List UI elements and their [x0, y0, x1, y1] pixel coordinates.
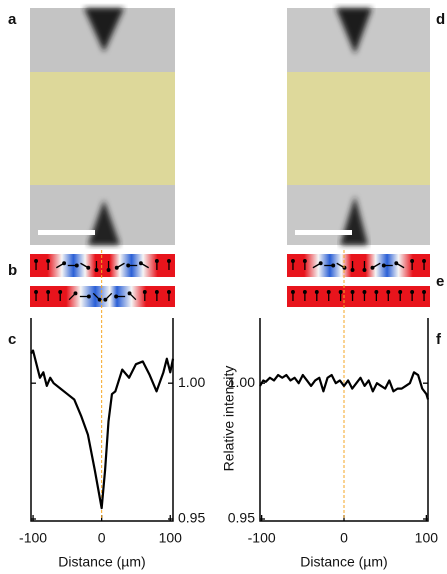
panel-label: f	[436, 331, 442, 348]
arrow-head	[62, 261, 67, 266]
arrow-head	[331, 263, 336, 268]
arrow-head	[154, 259, 159, 263]
x-tick-label: 0	[340, 530, 348, 546]
arrow-head	[350, 290, 355, 294]
arrow-head	[302, 290, 307, 294]
arrow-head	[126, 263, 131, 268]
arrow-head	[394, 261, 399, 266]
y-axis-label: Relative intensity	[221, 366, 237, 472]
spin-texture	[30, 254, 175, 277]
arrow-head	[381, 263, 386, 268]
arrow-head	[422, 259, 426, 263]
data-line	[30, 349, 175, 510]
arrows	[34, 259, 426, 302]
arrow-head	[114, 265, 119, 270]
arrow-head	[410, 259, 415, 263]
arrow-head	[362, 290, 367, 294]
spin-texture	[287, 286, 430, 307]
arrow-head	[127, 291, 132, 296]
spin-texture	[30, 286, 175, 307]
arrow-head	[94, 268, 99, 272]
arrow-head	[338, 290, 343, 294]
arrow-head	[370, 265, 375, 270]
arrow-head	[142, 290, 147, 294]
arrow-head	[314, 290, 319, 294]
arrow-head	[114, 294, 119, 299]
arrow-head	[410, 290, 415, 294]
arrow-head	[374, 290, 379, 294]
arrow-head	[386, 290, 391, 294]
arrow-head	[34, 259, 38, 263]
arrow-head	[167, 259, 171, 263]
arrow-head	[106, 268, 111, 272]
data-line	[259, 371, 430, 400]
arrow-head	[350, 268, 355, 272]
arrow-head	[326, 290, 331, 294]
arrow-head	[46, 290, 51, 294]
arrow-head	[362, 268, 367, 272]
x-tick-label: -100	[19, 530, 47, 546]
x-axis-label: Distance (µm)	[300, 554, 387, 570]
panel-label: b	[8, 262, 17, 279]
arrow-head	[86, 265, 91, 270]
arrow-head	[58, 290, 63, 294]
arrow-head	[398, 290, 403, 294]
x-tick-label: 100	[415, 530, 439, 546]
y-tick-label: 1.00	[228, 374, 255, 390]
arrow-head	[73, 291, 78, 296]
arrow-head	[103, 297, 108, 302]
panel-label: a	[8, 11, 17, 28]
micrograph-d	[287, 8, 430, 245]
x-tick-label: 0	[98, 530, 106, 546]
arrow-head	[138, 261, 143, 266]
panel-label: d	[436, 11, 445, 28]
x-tick-label: 100	[159, 530, 183, 546]
micrograph-a	[30, 8, 175, 245]
arrow-head	[34, 290, 38, 294]
y-tick-label: 1.00	[178, 374, 205, 390]
x-axis-label: Distance (µm)	[58, 554, 145, 570]
y-tick-label: 0.95	[178, 510, 205, 526]
arrow-head	[291, 259, 295, 263]
spin-texture	[287, 254, 430, 277]
arrow-head	[291, 290, 295, 294]
y-tick-label: 0.95	[228, 510, 255, 526]
arrow-head	[97, 297, 102, 302]
arrow-head	[46, 259, 51, 263]
arrow-head	[86, 294, 91, 299]
arrow-head	[302, 259, 307, 263]
arrow-head	[318, 261, 323, 266]
arrow-head	[154, 290, 159, 294]
arrow-head	[74, 263, 79, 268]
x-tick-label: -100	[248, 530, 276, 546]
arrow-head	[167, 290, 171, 294]
arrow-head	[422, 290, 426, 294]
panel-label: c	[8, 331, 16, 348]
panel-label: e	[436, 273, 444, 290]
